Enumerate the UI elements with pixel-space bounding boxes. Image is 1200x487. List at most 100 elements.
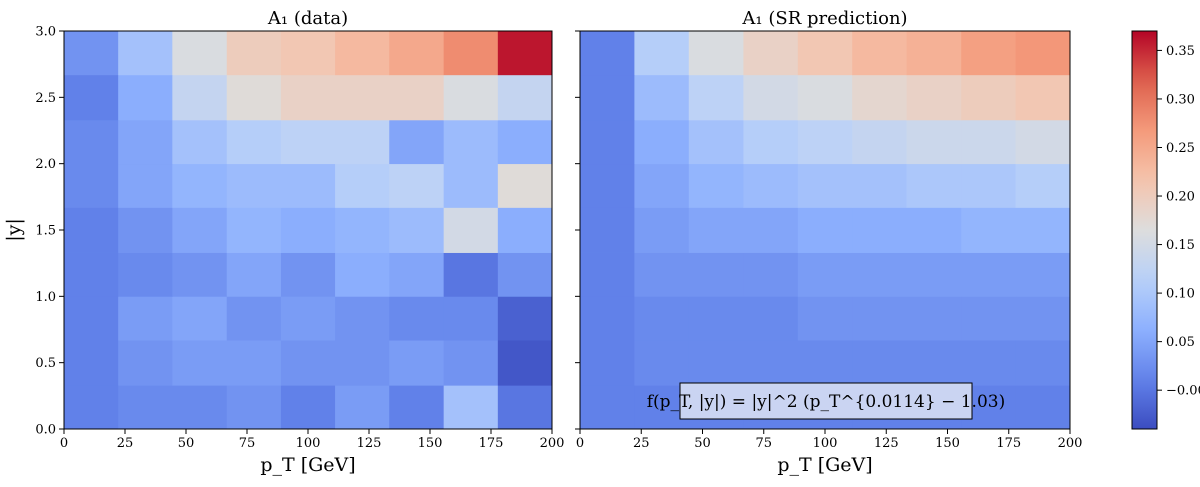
- heatmap-cell: [580, 74, 635, 121]
- heatmap-cell: [443, 163, 499, 208]
- heatmap-cell: [497, 340, 553, 386]
- heatmap-cell: [906, 31, 962, 76]
- colorbar-tick-label: 0.25: [1166, 141, 1195, 156]
- colorbar-tick-label: 0.20: [1166, 190, 1195, 205]
- y-tick-label: 1.5: [35, 224, 56, 239]
- heatmap-cell: [226, 296, 282, 341]
- x-tick-label: 200: [540, 436, 565, 451]
- heatmap-cell: [64, 296, 119, 341]
- heatmap-cell: [172, 74, 228, 121]
- heatmap-cell: [852, 74, 907, 121]
- heatmap-cell: [280, 163, 336, 208]
- x-axis-label-sr-prediction: p_T [GeV]: [777, 454, 872, 476]
- heatmap-cell: [443, 252, 499, 297]
- heatmap-cell: [64, 31, 119, 76]
- colorbar-tick-label: 0.30: [1166, 92, 1195, 107]
- heatmap-cell: [634, 252, 690, 297]
- heatmap-cell: [688, 163, 744, 208]
- heatmap-cell: [852, 252, 907, 297]
- heatmap-cell: [961, 163, 1017, 208]
- heatmap-cell: [961, 74, 1017, 121]
- heatmap-cell: [497, 163, 553, 208]
- heatmap-cell: [64, 74, 119, 121]
- heatmap-cell: [172, 252, 228, 297]
- y-tick-label: 2.5: [35, 91, 56, 106]
- heatmap-cell: [280, 74, 336, 121]
- heatmap-cell: [852, 207, 907, 253]
- heatmap-cell: [280, 252, 336, 297]
- heatmap-cell: [389, 340, 445, 386]
- heatmap-cell: [797, 31, 853, 76]
- heatmap-cell: [64, 119, 119, 165]
- heatmap-cell: [226, 385, 282, 430]
- x-tick-label: 0: [576, 436, 584, 451]
- heatmap-cell: [443, 119, 499, 165]
- heatmap-cell: [1015, 119, 1071, 165]
- heatmap-cell: [443, 74, 499, 121]
- x-tick-label: 150: [935, 436, 960, 451]
- heatmap-cell: [118, 385, 173, 430]
- colorbar-tick-label: −0.00: [1166, 384, 1200, 399]
- heatmap-cell: [64, 252, 119, 297]
- x-tick-label: 25: [117, 436, 134, 451]
- heatmap-cell: [389, 207, 445, 253]
- colorbar: −0.00 0.05 0.10 0.15 0.20 0.25 0.30 0.35: [1131, 30, 1200, 430]
- heatmap-cell: [335, 119, 390, 165]
- heatmap-cell: [64, 385, 119, 430]
- heatmap-cell: [961, 340, 1017, 386]
- heatmap-cell: [1015, 296, 1071, 341]
- y-axis-ticks-data: 0.0 0.5 1.0 1.5 2.0 2.5 3.0: [35, 25, 64, 438]
- heatmap-cell: [64, 207, 119, 253]
- heatmap-cell: [688, 31, 744, 76]
- heatmap-cell: [580, 31, 635, 76]
- heatmap-cell: [280, 385, 336, 430]
- x-tick-label: 150: [418, 436, 443, 451]
- y-axis-label: |y|: [3, 218, 25, 242]
- colorbar-tick-label: 0.15: [1166, 238, 1195, 253]
- heatmap-cell: [172, 385, 228, 430]
- heatmap-cell: [280, 31, 336, 76]
- heatmap-cell: [118, 296, 173, 341]
- heatmap-cell: [906, 252, 962, 297]
- heatmap-cell: [335, 340, 390, 386]
- x-axis-label-data: p_T [GeV]: [260, 454, 355, 476]
- heatmap-cell: [906, 340, 962, 386]
- heatmap-cell: [497, 31, 553, 76]
- x-tick-label: 0: [60, 436, 68, 451]
- heatmap-cell: [118, 163, 173, 208]
- y-tick-label: 0.0: [35, 423, 56, 438]
- heatmap-cell: [280, 119, 336, 165]
- heatmap-cell: [1015, 207, 1071, 253]
- heatmap-cell: [497, 119, 553, 165]
- x-tick-label: 100: [296, 436, 321, 451]
- heatmap-cell: [226, 207, 282, 253]
- heatmap-cell: [1015, 252, 1071, 297]
- heatmap-cell: [743, 119, 799, 165]
- heatmap-cell: [335, 31, 390, 76]
- heatmap-cell: [961, 296, 1017, 341]
- formula-annotation: f(p_T, |y|) = |y|^2 (p_T^{0.0114} − 1.03…: [647, 382, 1005, 420]
- heatmap-cell: [389, 31, 445, 76]
- y-tick-label: 0.5: [35, 356, 56, 371]
- heatmap-cell: [1015, 74, 1071, 121]
- heatmap-cell: [743, 207, 799, 253]
- heatmap-cell: [797, 296, 853, 341]
- heatmap-cell: [497, 207, 553, 253]
- chart-title-data: A₁ (data): [267, 8, 348, 29]
- heatmap-cell: [961, 252, 1017, 297]
- heatmap-cell: [497, 252, 553, 297]
- heatmap-cell: [688, 252, 744, 297]
- heatmap-cell: [688, 207, 744, 253]
- heatmap-cell: [172, 163, 228, 208]
- heatmap-cell: [580, 119, 635, 165]
- heatmap-cell: [226, 31, 282, 76]
- heatmap-cell: [852, 340, 907, 386]
- formula-text: f(p_T, |y|) = |y|^2 (p_T^{0.0114} − 1.03…: [647, 392, 1005, 412]
- heatmap-cell: [906, 296, 962, 341]
- heatmap-cell: [335, 207, 390, 253]
- heatmap-cell: [280, 207, 336, 253]
- heatmap-cell: [743, 296, 799, 341]
- x-tick-label: 25: [633, 436, 650, 451]
- x-tick-label: 50: [694, 436, 711, 451]
- heatmap-cell: [172, 296, 228, 341]
